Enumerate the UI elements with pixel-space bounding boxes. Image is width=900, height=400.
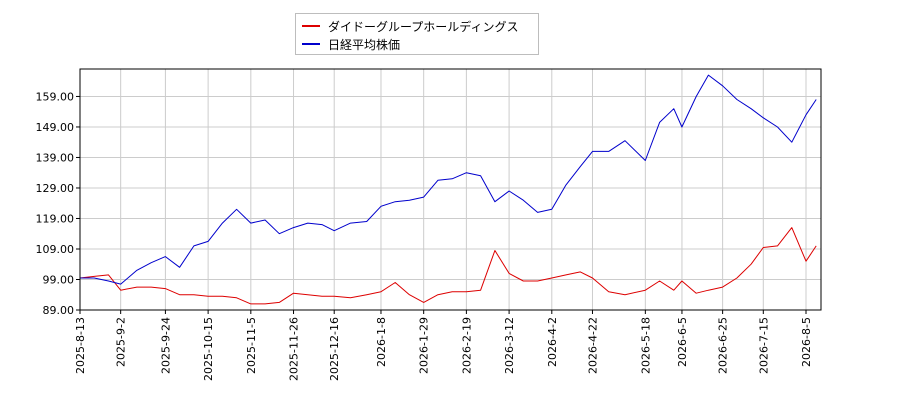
y-tick-label: 149.00 bbox=[36, 121, 75, 134]
x-tick-label: 2026-6-25 bbox=[717, 317, 730, 374]
axes bbox=[76, 68, 822, 314]
x-tick-labels: 2025-8-13 2025-9-2 2025-9-24 2025-10-15 2025… bbox=[74, 317, 813, 381]
x-tick-label: 2026-1-8 bbox=[375, 317, 388, 367]
grid-lines bbox=[79, 69, 821, 311]
x-tick-label: 2026-5-18 bbox=[639, 317, 652, 374]
x-tick-label: 2025-9-24 bbox=[159, 317, 172, 374]
series-line-2 bbox=[80, 74, 817, 285]
x-tick-label: 2025-8-13 bbox=[74, 317, 87, 374]
x-tick-label: 2026-4-22 bbox=[586, 317, 599, 374]
x-tick-label: 2025-11-5 bbox=[245, 317, 258, 374]
x-tick-label: 2026-6-5 bbox=[676, 317, 689, 367]
y-tick-label: 89.00 bbox=[43, 304, 75, 317]
x-tick-label: 2026-8-5 bbox=[800, 317, 813, 367]
x-tick-label: 2026-1-29 bbox=[418, 317, 431, 374]
legend-item-series-1: ダイドーグループホールディングス bbox=[302, 17, 518, 35]
plot-frame bbox=[79, 68, 822, 311]
y-tick-label: 99.00 bbox=[43, 273, 75, 286]
x-tick-label: 2026-7-15 bbox=[757, 317, 770, 374]
x-tick-label: 2025-9-2 bbox=[115, 317, 128, 367]
y-tick-label: 159.00 bbox=[36, 90, 75, 103]
y-tick-label: 109.00 bbox=[36, 243, 75, 256]
x-tick-label: 2026-3-12 bbox=[503, 317, 516, 374]
x-tick-label: 2025-11-26 bbox=[288, 317, 301, 381]
series-line-1 bbox=[79, 227, 817, 305]
y-tick-labels: 89.00 99.00 109.00 119.00 129.00 139.00 149.00… bbox=[36, 90, 75, 317]
legend-label-series-1: ダイドーグループホールディングス bbox=[328, 19, 519, 34]
legend-label-series-2: 日経平均株価 bbox=[328, 37, 401, 52]
legend: ダイドーグループホールディングス 日経平均株価 bbox=[295, 13, 539, 55]
series-layer bbox=[79, 74, 817, 305]
x-tick-label: 2026-2-19 bbox=[460, 317, 473, 374]
legend-swatch-series-2 bbox=[302, 43, 320, 45]
legend-swatch-series-1 bbox=[302, 25, 320, 27]
y-tick-label: 139.00 bbox=[36, 151, 75, 164]
x-tick-label: 2025-10-15 bbox=[202, 317, 215, 381]
y-tick-label: 129.00 bbox=[36, 182, 75, 195]
x-tick-label: 2026-4-2 bbox=[546, 317, 559, 367]
x-tick-label: 2025-12-16 bbox=[328, 317, 341, 381]
legend-item-series-2: 日経平均株価 bbox=[302, 35, 400, 53]
y-tick-label: 119.00 bbox=[36, 212, 75, 225]
